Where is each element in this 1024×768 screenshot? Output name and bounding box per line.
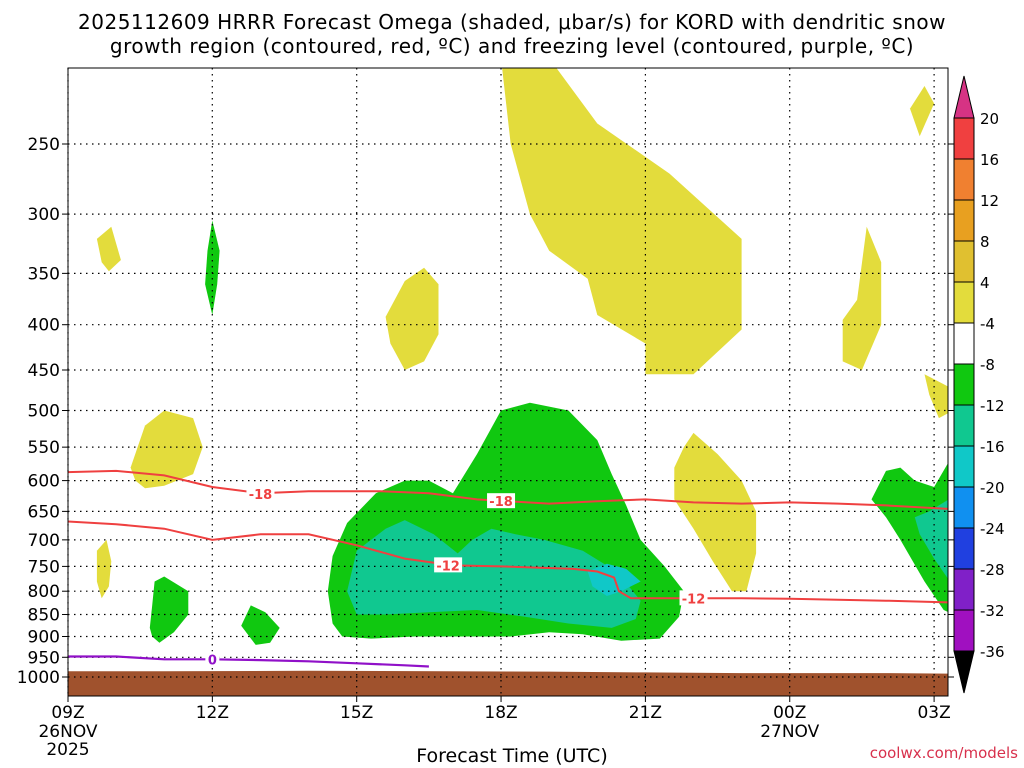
colorbar-label-5: -4	[980, 315, 995, 333]
omega-region-2	[96, 539, 112, 599]
omega-region-8	[924, 374, 948, 419]
dgz-label-bg-2	[434, 557, 463, 573]
pressure-axis: 2503003504004505005506006507007508008509…	[17, 135, 954, 688]
colorbar-label-8: -16	[980, 438, 1005, 456]
colorbar-band-12	[953, 609, 975, 652]
colorbar-band-5	[953, 322, 975, 365]
chart-title-line-1: 2025112609 HRRR Forecast Omega (shaded, …	[78, 10, 946, 34]
colorbar-band-8	[953, 445, 975, 488]
x-tick-sublabel-15-0: 27NOV	[760, 722, 819, 742]
colorbar-label-3: 8	[980, 233, 990, 251]
omega-region-7	[910, 86, 935, 137]
credit-text: coolwx.com/models	[869, 744, 1018, 762]
y-tick-label-800: 800	[28, 582, 60, 602]
colorbar-label-11: -28	[980, 561, 1005, 579]
omega-region-14	[347, 520, 641, 628]
y-tick-label-900: 900	[28, 627, 60, 647]
contours: -18 -18 -12 -12 0	[68, 469, 948, 668]
y-tick-label-550: 550	[28, 438, 60, 458]
omega-region-15	[914, 499, 948, 579]
colorbar-label-0: 20	[980, 110, 999, 128]
omega-region-3	[385, 267, 439, 370]
colorbar-band-4	[953, 281, 975, 324]
dgz-label-bg-3	[679, 590, 708, 606]
x-tick-label-12: 21Z	[629, 703, 662, 723]
x-axis-label: Forecast Time (UTC)	[416, 745, 608, 767]
colorbar-band-3	[953, 240, 975, 283]
x-tick-sublabel-0-0: 26NOV	[38, 722, 97, 742]
omega-region-11	[241, 605, 280, 645]
dgz-label-0: -18	[249, 488, 273, 503]
omega-region-6	[842, 226, 882, 370]
y-tick-label-350: 350	[28, 264, 60, 284]
y-tick-label-300: 300	[28, 205, 60, 225]
colorbar-band-6	[953, 363, 975, 406]
freezing-label-bg	[205, 651, 220, 667]
plot-frame	[67, 67, 949, 697]
chart-title-line-2: growth region (contoured, red, ºC) and f…	[109, 34, 915, 58]
x-tick-label-15: 00Z	[773, 703, 806, 723]
colorbar-label-4: 4	[980, 274, 990, 292]
y-tick-label-950: 950	[28, 648, 60, 668]
y-tick-label-450: 450	[28, 361, 60, 381]
y-tick-label-400: 400	[28, 316, 60, 336]
y-tick-label-600: 600	[28, 472, 60, 492]
omega-shading	[68, 68, 948, 696]
y-tick-label-500: 500	[28, 402, 60, 422]
x-tick-label-18: 03Z	[917, 703, 950, 723]
colorbar-band-2	[953, 199, 975, 242]
colorbar-label-10: -24	[980, 520, 1005, 538]
terrain-surface	[68, 670, 948, 696]
colorbar-band-0	[953, 117, 975, 160]
omega-region-4	[502, 68, 742, 375]
x-tick-label-0: 09Z	[51, 703, 84, 723]
x-tick-label-6: 15Z	[340, 703, 373, 723]
omega-region-13	[871, 463, 948, 613]
colorbar-band-7	[953, 404, 975, 447]
x-tick-label-3: 12Z	[196, 703, 229, 723]
dgz-label-1: -18	[489, 495, 513, 510]
y-tick-label-650: 650	[28, 502, 60, 522]
omega-region-10	[149, 576, 189, 643]
colorbar-band-11	[953, 568, 975, 611]
x-tick-sublabel-0-1: 2025	[46, 740, 89, 760]
y-tick-label-700: 700	[28, 531, 60, 551]
colorbar-label-12: -32	[980, 602, 1005, 620]
colorbar-label-1: 16	[980, 151, 999, 169]
colorbar-band-1	[953, 158, 975, 201]
omega-region-1	[130, 410, 203, 489]
dgz-label-bg-0	[246, 485, 275, 501]
omega-region-9	[205, 220, 220, 315]
dgz-contour-minus12	[68, 520, 948, 604]
dgz-label-2: -12	[436, 559, 460, 574]
colorbar-label-9: -20	[980, 479, 1005, 497]
freezing-level-contour	[68, 655, 429, 668]
colorbar-bottom-arrow	[953, 650, 975, 694]
colorbar-band-9	[953, 486, 975, 529]
dgz-label-bg-1	[487, 493, 516, 509]
colorbar-band-10	[953, 527, 975, 570]
y-tick-label-1000: 1000	[17, 668, 60, 688]
colorbar-top-arrow	[953, 75, 975, 119]
colorbar-label-13: -36	[980, 643, 1005, 661]
colorbar-label-6: -8	[980, 356, 995, 374]
y-tick-label-250: 250	[28, 135, 60, 155]
y-tick-label-850: 850	[28, 606, 60, 626]
omega-region-0	[96, 226, 121, 272]
x-tick-label-9: 18Z	[484, 703, 517, 723]
dgz-label-3: -12	[682, 592, 706, 607]
y-tick-label-750: 750	[28, 557, 60, 577]
freezing-level-label: 0	[208, 653, 217, 668]
colorbar: 20 16 12 8 4 -4 -8 -12 -16 -20 -24 -28 -32 -36	[953, 75, 1005, 694]
colorbar-label-7: -12	[980, 397, 1005, 415]
omega-region-5	[674, 432, 757, 592]
colorbar-label-2: 12	[980, 192, 999, 210]
